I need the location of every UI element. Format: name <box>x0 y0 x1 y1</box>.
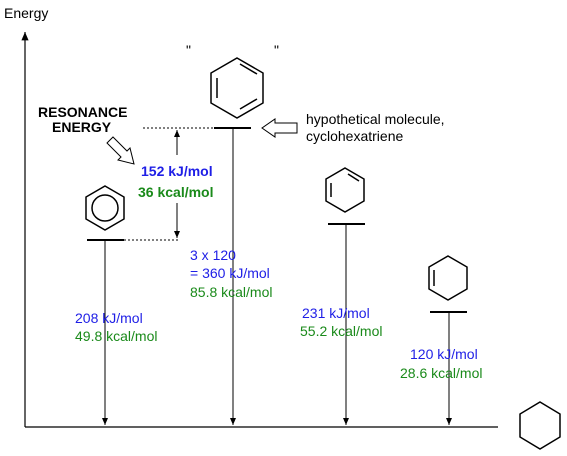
double-bond <box>239 63 258 75</box>
energy-kj: 3 x 120 <box>190 247 236 263</box>
hollow-arrow <box>106 136 135 165</box>
cyclohexadiene <box>325 167 365 213</box>
energy-kj: 120 kJ/mol <box>410 346 478 362</box>
energy-kcal: 28.6 kcal/mol <box>400 365 482 381</box>
quote: " <box>274 42 279 58</box>
resonance-label: RESONANCE <box>38 104 127 120</box>
hollow-arrow <box>261 118 298 138</box>
resonance-kcal: 36 kcal/mol <box>138 184 214 200</box>
benzene <box>85 185 125 231</box>
benzene-ring <box>91 194 119 222</box>
energy-kcal: 55.2 kcal/mol <box>300 323 382 339</box>
double-bond <box>239 98 258 110</box>
energy-kj: 231 kJ/mol <box>302 305 370 321</box>
resonance-kj: 152 kJ/mol <box>141 163 213 179</box>
note: cyclohexatriene <box>306 128 403 144</box>
cyclohexane <box>519 401 561 450</box>
resonance-label: ENERGY <box>52 119 112 135</box>
note: hypothetical molecule, <box>306 111 445 127</box>
quote: " <box>186 42 191 58</box>
axis-label: Energy <box>4 5 48 21</box>
cyclohexene <box>428 255 468 301</box>
energy-kcal: 49.8 kcal/mol <box>75 328 157 344</box>
energy-kj: = 360 kJ/mol <box>190 265 270 281</box>
double-bond <box>347 173 360 182</box>
energy-kcal: 85.8 kcal/mol <box>190 284 272 300</box>
cyclohexatriene <box>210 57 264 119</box>
energy-kj: 208 kJ/mol <box>75 310 143 326</box>
